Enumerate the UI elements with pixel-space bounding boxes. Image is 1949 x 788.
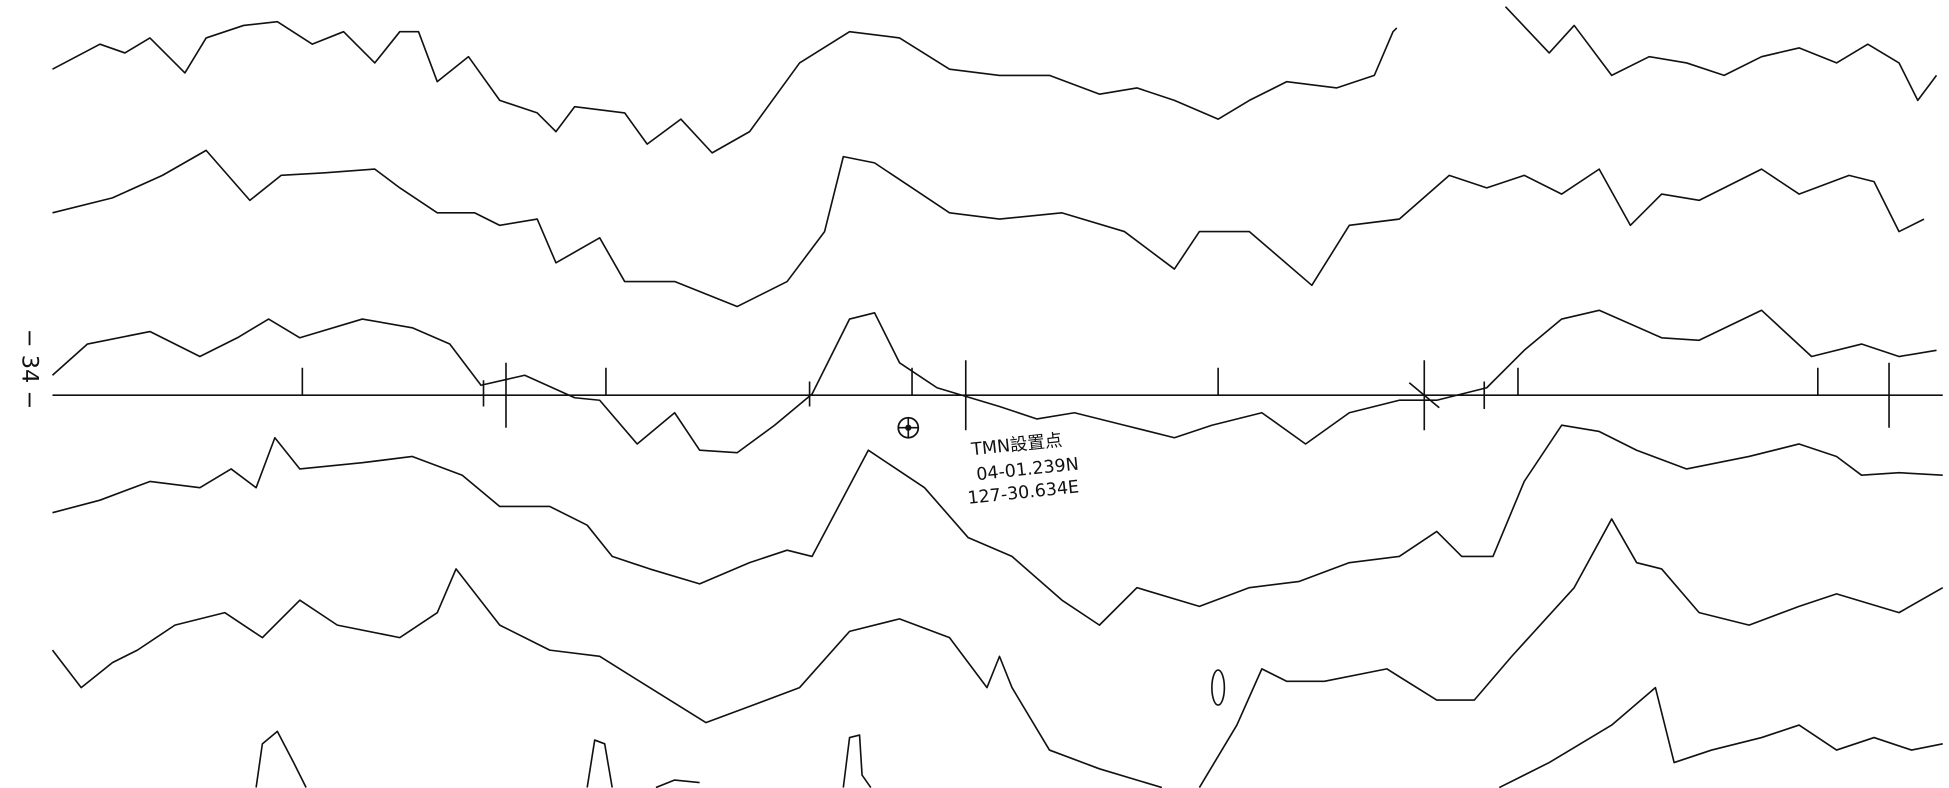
trace bbox=[51, 568, 1163, 788]
traces bbox=[51, 6, 1944, 788]
track-line bbox=[52, 360, 1943, 431]
trace bbox=[255, 730, 307, 788]
trace bbox=[1498, 686, 1943, 788]
marker-dot bbox=[905, 424, 912, 431]
trace bbox=[52, 424, 1943, 626]
trace bbox=[52, 149, 1925, 308]
station-marker bbox=[897, 416, 920, 439]
contour bbox=[1211, 669, 1226, 706]
tick bbox=[1408, 382, 1440, 409]
page-number: − 34 − bbox=[16, 329, 42, 410]
trace bbox=[1198, 518, 1944, 788]
trace bbox=[51, 309, 1937, 454]
trace bbox=[52, 20, 1398, 154]
trace bbox=[842, 734, 872, 788]
trace bbox=[1504, 6, 1938, 102]
trace bbox=[586, 739, 613, 788]
trace bbox=[655, 779, 700, 788]
